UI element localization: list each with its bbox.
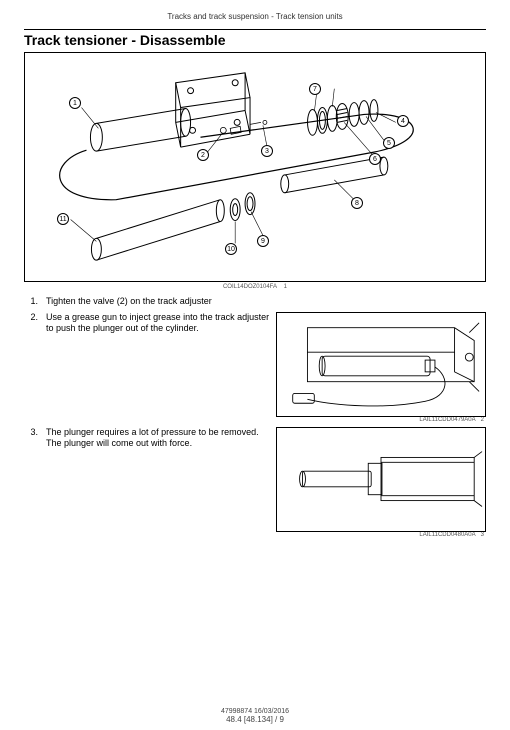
callout-5: 5 [383,137,395,149]
callout-1: 1 [69,97,81,109]
divider [24,29,486,30]
callout-2: 2 [197,149,209,161]
caption-code: COIL14DOZ0104FA [223,284,277,290]
step-2-num: 2. [24,312,38,335]
page-footer: 47998874 16/03/2016 48.4 [48.134] / 9 [0,708,510,724]
side-svg-1 [277,313,485,416]
step-2-text: Use a grease gun to inject grease into t… [46,312,270,335]
caption-num: 1 [284,284,287,290]
callout-7: 7 [309,83,321,95]
step-2-block: 2. Use a grease gun to inject grease int… [24,312,486,423]
callout-8: 8 [351,197,363,209]
exploded-diagram: 1 2 3 4 5 6 7 8 9 10 11 [24,52,486,282]
exploded-svg [25,53,485,281]
callout-10: 10 [225,243,237,255]
callout-6: 6 [369,153,381,165]
side-diagram-2 [276,427,486,532]
callout-11: 11 [57,213,69,225]
footer-line1: 47998874 16/03/2016 [0,708,510,715]
section-title: Track tensioner - Disassemble [24,32,486,48]
side-diagram-1 [276,312,486,417]
side-svg-2 [277,428,485,531]
breadcrumb: Tracks and track suspension - Track tens… [24,12,486,21]
step-3-block: 3. The plunger requires a lot of pressur… [24,427,486,538]
step-3-text: The plunger requires a lot of pressure t… [46,427,270,450]
step-3-num: 3. [24,427,38,450]
footer-line2: 48.4 [48.134] / 9 [0,715,510,724]
callout-4: 4 [397,115,409,127]
callout-9: 9 [257,235,269,247]
callout-3: 3 [261,145,273,157]
step-1-num: 1. [24,296,38,308]
step-1-text: Tighten the valve (2) on the track adjus… [46,296,486,308]
main-diagram-caption: COIL14DOZ0104FA 1 [24,284,486,290]
step-1: 1. Tighten the valve (2) on the track ad… [24,296,486,308]
